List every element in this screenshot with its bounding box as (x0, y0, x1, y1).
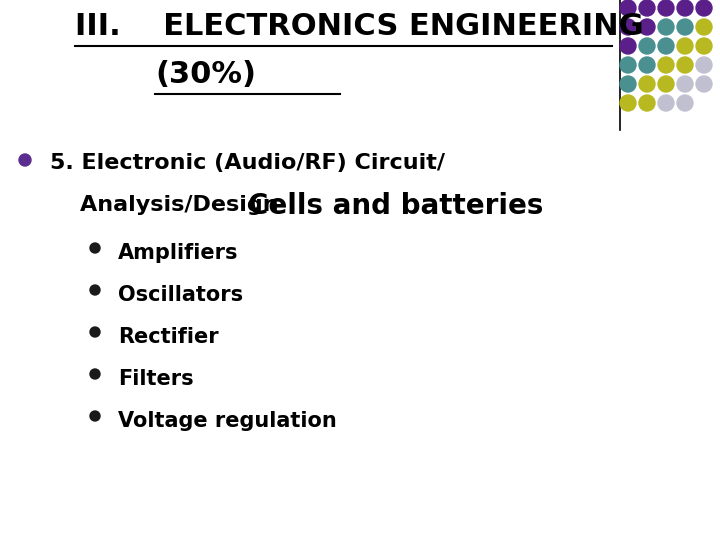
Circle shape (677, 95, 693, 111)
Text: III.    ELECTRONICS ENGINEERING: III. ELECTRONICS ENGINEERING (75, 12, 644, 41)
Circle shape (658, 0, 674, 16)
Text: Amplifiers: Amplifiers (118, 243, 238, 263)
Text: 5. Electronic (Audio/RF) Circuit/: 5. Electronic (Audio/RF) Circuit/ (50, 153, 445, 173)
Circle shape (677, 57, 693, 73)
Circle shape (620, 57, 636, 73)
Text: Cells and batteries: Cells and batteries (248, 192, 544, 220)
Circle shape (658, 76, 674, 92)
Circle shape (677, 38, 693, 54)
Circle shape (696, 38, 712, 54)
Text: Rectifier: Rectifier (118, 327, 219, 347)
Circle shape (658, 57, 674, 73)
Circle shape (620, 76, 636, 92)
Text: (30%): (30%) (155, 60, 256, 89)
Circle shape (658, 19, 674, 35)
Text: Voltage regulation: Voltage regulation (118, 411, 337, 431)
Circle shape (677, 19, 693, 35)
Circle shape (696, 76, 712, 92)
Circle shape (620, 38, 636, 54)
Circle shape (696, 57, 712, 73)
Circle shape (658, 38, 674, 54)
Circle shape (639, 95, 655, 111)
Circle shape (696, 0, 712, 16)
Circle shape (620, 95, 636, 111)
Text: Oscillators: Oscillators (118, 285, 243, 305)
Circle shape (620, 0, 636, 16)
Circle shape (90, 327, 100, 337)
Circle shape (677, 0, 693, 16)
Circle shape (90, 411, 100, 421)
Circle shape (620, 19, 636, 35)
Circle shape (90, 243, 100, 253)
Circle shape (658, 95, 674, 111)
Circle shape (696, 19, 712, 35)
Circle shape (639, 38, 655, 54)
Circle shape (677, 76, 693, 92)
Circle shape (19, 154, 31, 166)
Circle shape (639, 19, 655, 35)
Circle shape (639, 0, 655, 16)
Circle shape (639, 57, 655, 73)
Circle shape (639, 76, 655, 92)
Text: Analysis/Design: Analysis/Design (80, 195, 287, 215)
Text: Filters: Filters (118, 369, 194, 389)
Circle shape (90, 369, 100, 379)
Circle shape (90, 285, 100, 295)
